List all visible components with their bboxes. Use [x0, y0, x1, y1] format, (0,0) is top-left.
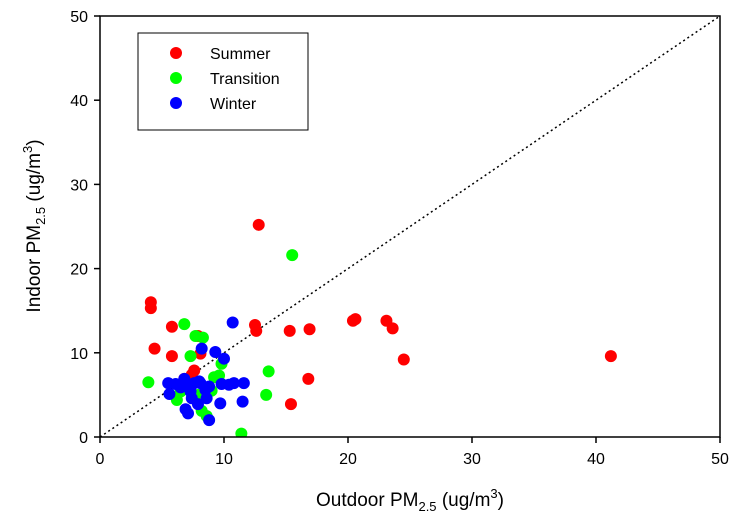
data-point-summer [165, 350, 178, 363]
data-point-summer [283, 324, 296, 337]
y-axis-title: Indoor PM2.5 (ug/m3) [20, 139, 48, 312]
data-point-summer [250, 324, 263, 337]
data-point-winter [163, 388, 176, 401]
data-point-winter [193, 375, 206, 388]
y-tick-label: 10 [70, 346, 88, 363]
y-tick-label: 50 [70, 9, 88, 26]
data-point-summer [386, 322, 399, 335]
legend-marker-transition [170, 72, 182, 84]
y-axis-ticks: 0 10 20 30 40 50 [70, 9, 100, 447]
data-point-winter [191, 398, 204, 411]
x-tick-label: 40 [587, 451, 605, 468]
data-point-summer [165, 320, 178, 333]
data-point-summer [252, 218, 265, 231]
data-point-transition [184, 350, 197, 363]
data-point-transition [142, 376, 155, 389]
data-point-transition [178, 318, 191, 331]
y-tick-label: 30 [70, 177, 88, 194]
data-point-summer [144, 302, 157, 315]
data-point-summer [302, 372, 315, 385]
legend: Summer Transition Winter [137, 32, 309, 131]
data-point-winter [237, 377, 250, 390]
y-tick-label: 40 [70, 93, 88, 110]
data-point-transition [196, 331, 209, 344]
data-point-transition [235, 427, 248, 437]
y-tick-label: 0 [79, 430, 88, 447]
x-tick-label: 50 [711, 451, 729, 468]
legend-label-summer: Summer [210, 46, 271, 63]
plot-frame [99, 15, 721, 438]
data-point-summer [604, 350, 617, 363]
data-point-winter [182, 407, 195, 420]
data-point-winter [214, 397, 227, 410]
data-point-winter [218, 352, 230, 365]
x-axis-ticks: 0 10 20 30 40 50 [96, 437, 729, 468]
x-tick-label: 30 [463, 451, 481, 468]
data-point-winter [226, 316, 239, 329]
y-tick-label: 20 [70, 262, 88, 279]
data-point-winter [209, 345, 222, 358]
legend-marker-winter [170, 97, 182, 109]
x-tick-label: 10 [215, 451, 233, 468]
data-point-summer [303, 323, 316, 336]
data-point-transition [260, 388, 273, 401]
data-point-winter [195, 342, 208, 355]
legend-box [137, 32, 309, 131]
data-point-winter [200, 392, 213, 405]
legend-label-winter: Winter [210, 96, 257, 113]
data-point-summer [148, 342, 161, 355]
x-axis-title: Outdoor PM2.5 (ug/m3) [316, 486, 504, 514]
x-tick-label: 20 [339, 451, 357, 468]
x-tick-label: 0 [96, 451, 105, 468]
legend-label-transition: Transition [210, 71, 280, 88]
data-point-winter [203, 414, 216, 427]
data-point-winter [184, 385, 197, 398]
data-point-transition [262, 365, 275, 378]
data-point-summer [284, 398, 297, 411]
data-points [142, 218, 617, 437]
data-point-summer [397, 353, 410, 366]
data-point-transition [286, 249, 299, 262]
data-point-winter [227, 377, 240, 390]
data-point-summer [349, 313, 362, 326]
legend-marker-summer [170, 47, 182, 59]
data-point-winter [203, 380, 216, 393]
data-point-winter [236, 395, 249, 408]
